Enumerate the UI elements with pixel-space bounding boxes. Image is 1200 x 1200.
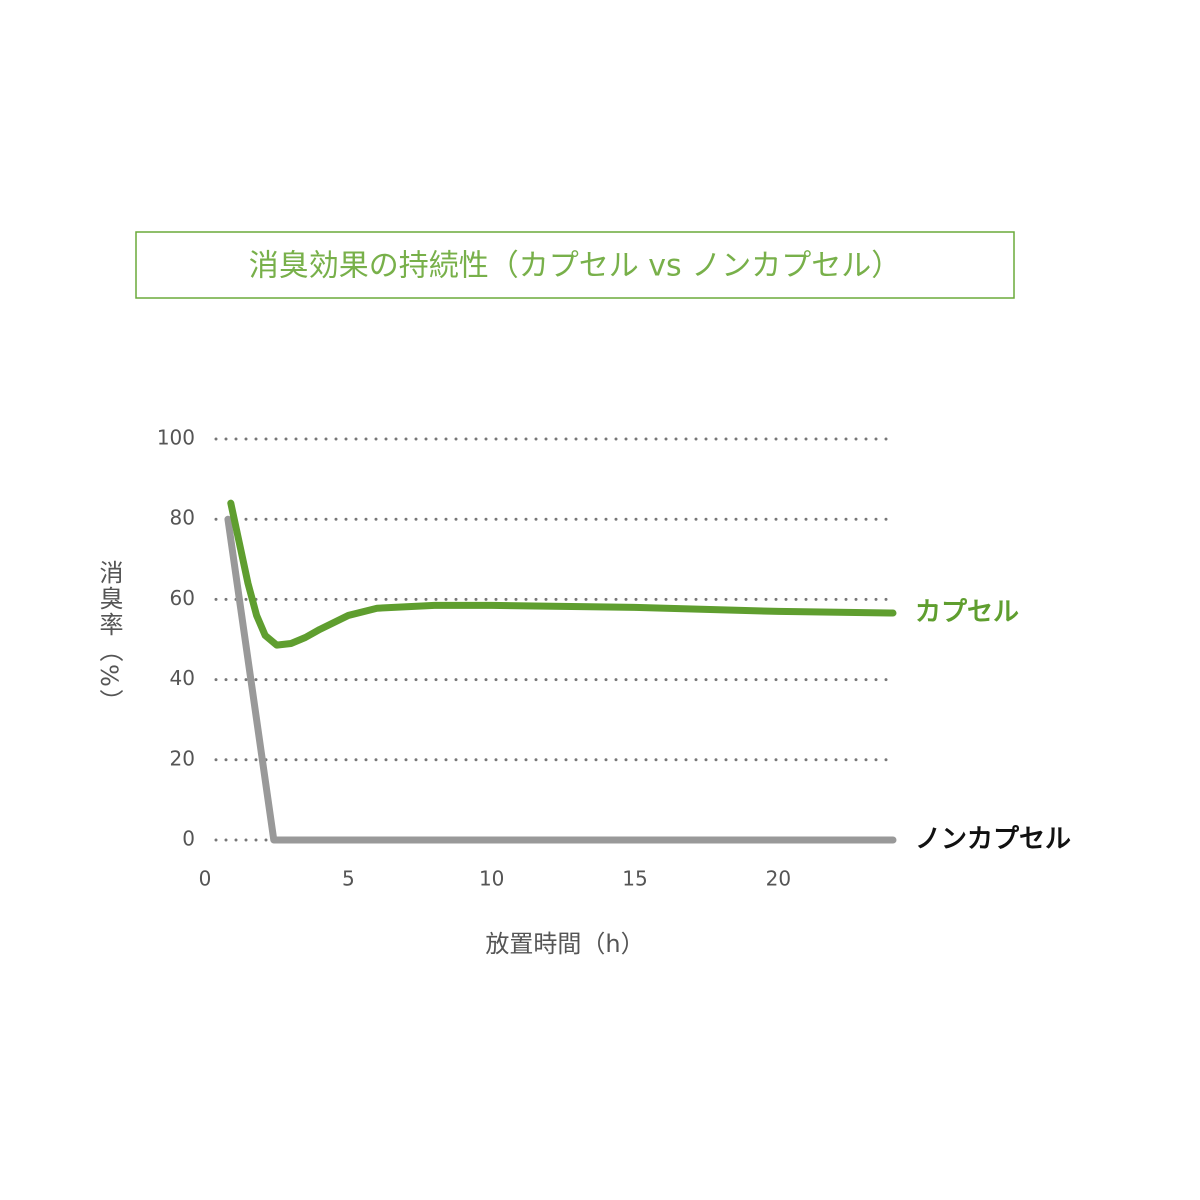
x-tick-label: 5 <box>342 867 355 891</box>
x-axis-label: 放置時間（h） <box>485 930 644 958</box>
y-tick-label: 20 <box>170 746 195 770</box>
series-line <box>227 499 897 649</box>
title-box <box>135 231 1015 299</box>
y-tick-label: 60 <box>170 586 195 610</box>
y-axis-label: 消臭率（%） <box>95 560 123 715</box>
x-tick-label: 20 <box>766 867 791 891</box>
y-tick-label: 80 <box>170 506 195 530</box>
x-tick-label: 10 <box>479 867 504 891</box>
series-label: カプセル <box>915 598 1019 628</box>
y-tick-label: 40 <box>170 666 195 690</box>
series-line <box>224 515 897 844</box>
y-tick-label: 0 <box>182 827 195 851</box>
y-tick-label: 100 <box>157 426 195 450</box>
series-label: ノンカプセル <box>915 825 1071 855</box>
chart-title: 消臭効果の持続性（カプセル vs ノンカプセル） <box>249 249 901 284</box>
x-tick-label: 0 <box>199 867 212 891</box>
x-tick-label: 15 <box>622 867 647 891</box>
